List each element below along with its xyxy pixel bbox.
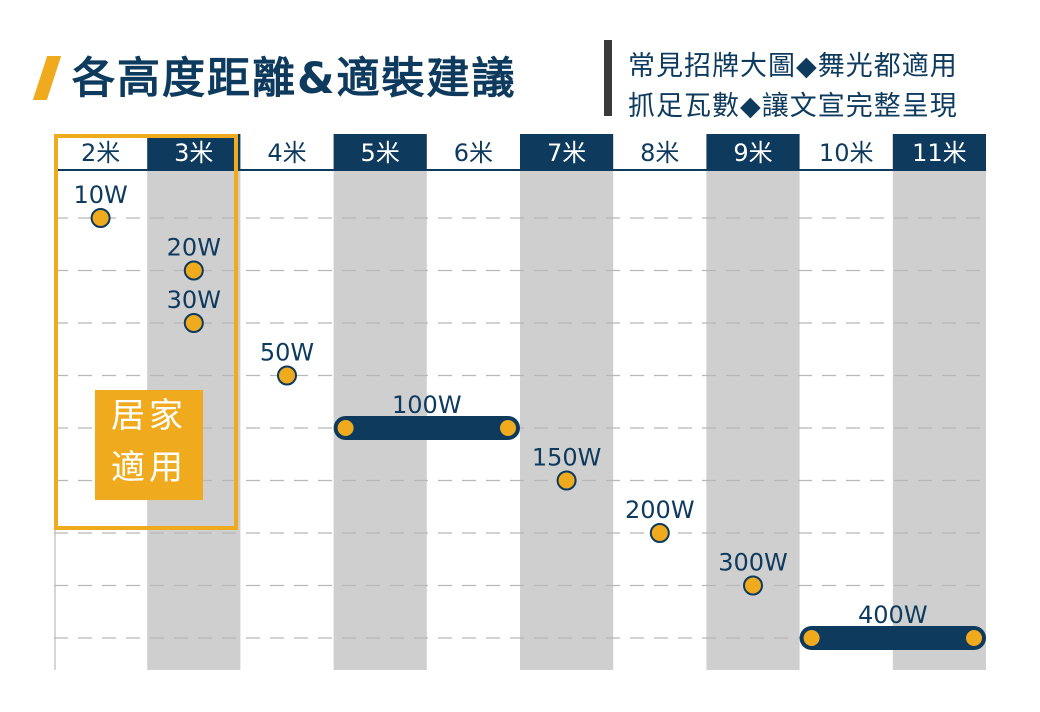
- range-end-marker-100W: [498, 418, 518, 438]
- data-label-10W: 10W: [73, 181, 127, 209]
- data-label-30W: 30W: [167, 286, 221, 314]
- category-label-9: 10米: [819, 139, 874, 167]
- data-label-150W: 150W: [532, 444, 602, 472]
- range-end-marker-400W: [964, 628, 984, 648]
- title-divider: [604, 40, 612, 116]
- column-band-6: [520, 170, 614, 670]
- category-label-3: 4米: [267, 139, 306, 167]
- range-start-marker-100W: [335, 418, 356, 438]
- column-band-10: [892, 170, 986, 670]
- category-label-7: 8米: [640, 139, 679, 167]
- range-bar-400W: [799, 626, 986, 650]
- page-title: 各高度距離&適裝建議: [72, 54, 517, 104]
- home-use-label-line2: 適用: [111, 448, 187, 488]
- category-label-6: 7米: [547, 139, 586, 167]
- category-label-4: 5米: [361, 139, 400, 167]
- header-cell-2: [147, 134, 241, 170]
- point-marker-30W: [183, 313, 204, 333]
- point-marker-10W: [90, 208, 111, 228]
- point-marker-150W: [556, 470, 577, 491]
- home-use-label: 居家 適用: [95, 390, 203, 500]
- header-cell-6: [520, 134, 614, 170]
- data-label-300W: 300W: [718, 549, 788, 577]
- category-label-10: 11米: [912, 139, 967, 167]
- data-label-100W: 100W: [392, 391, 462, 419]
- data-label-400W: 400W: [858, 601, 928, 629]
- category-label-8: 9米: [733, 139, 772, 167]
- header-cell-10: [892, 134, 986, 170]
- range-bar-100W: [333, 416, 520, 440]
- category-label-2: 3米: [174, 139, 213, 167]
- point-marker-50W: [277, 365, 297, 386]
- home-use-highlight-box: [54, 134, 238, 530]
- header-cell-8: [706, 134, 800, 170]
- home-use-label-line1: 居家: [111, 396, 187, 436]
- category-label-5: 6米: [454, 139, 493, 167]
- subtitle-line-2: 抓足瓦數◆讓文宣完整呈現: [628, 91, 958, 122]
- subtitle-line-1: 常見招牌大圖◆舞光都適用: [628, 51, 958, 82]
- data-label-200W: 200W: [625, 496, 695, 524]
- point-marker-300W: [743, 575, 763, 596]
- data-label-50W: 50W: [260, 339, 314, 367]
- point-marker-200W: [649, 523, 670, 543]
- category-label-1: 2米: [81, 139, 120, 167]
- header-cell-4: [333, 134, 427, 170]
- data-label-20W: 20W: [167, 234, 221, 262]
- range-start-marker-400W: [801, 628, 822, 648]
- point-marker-20W: [183, 260, 204, 281]
